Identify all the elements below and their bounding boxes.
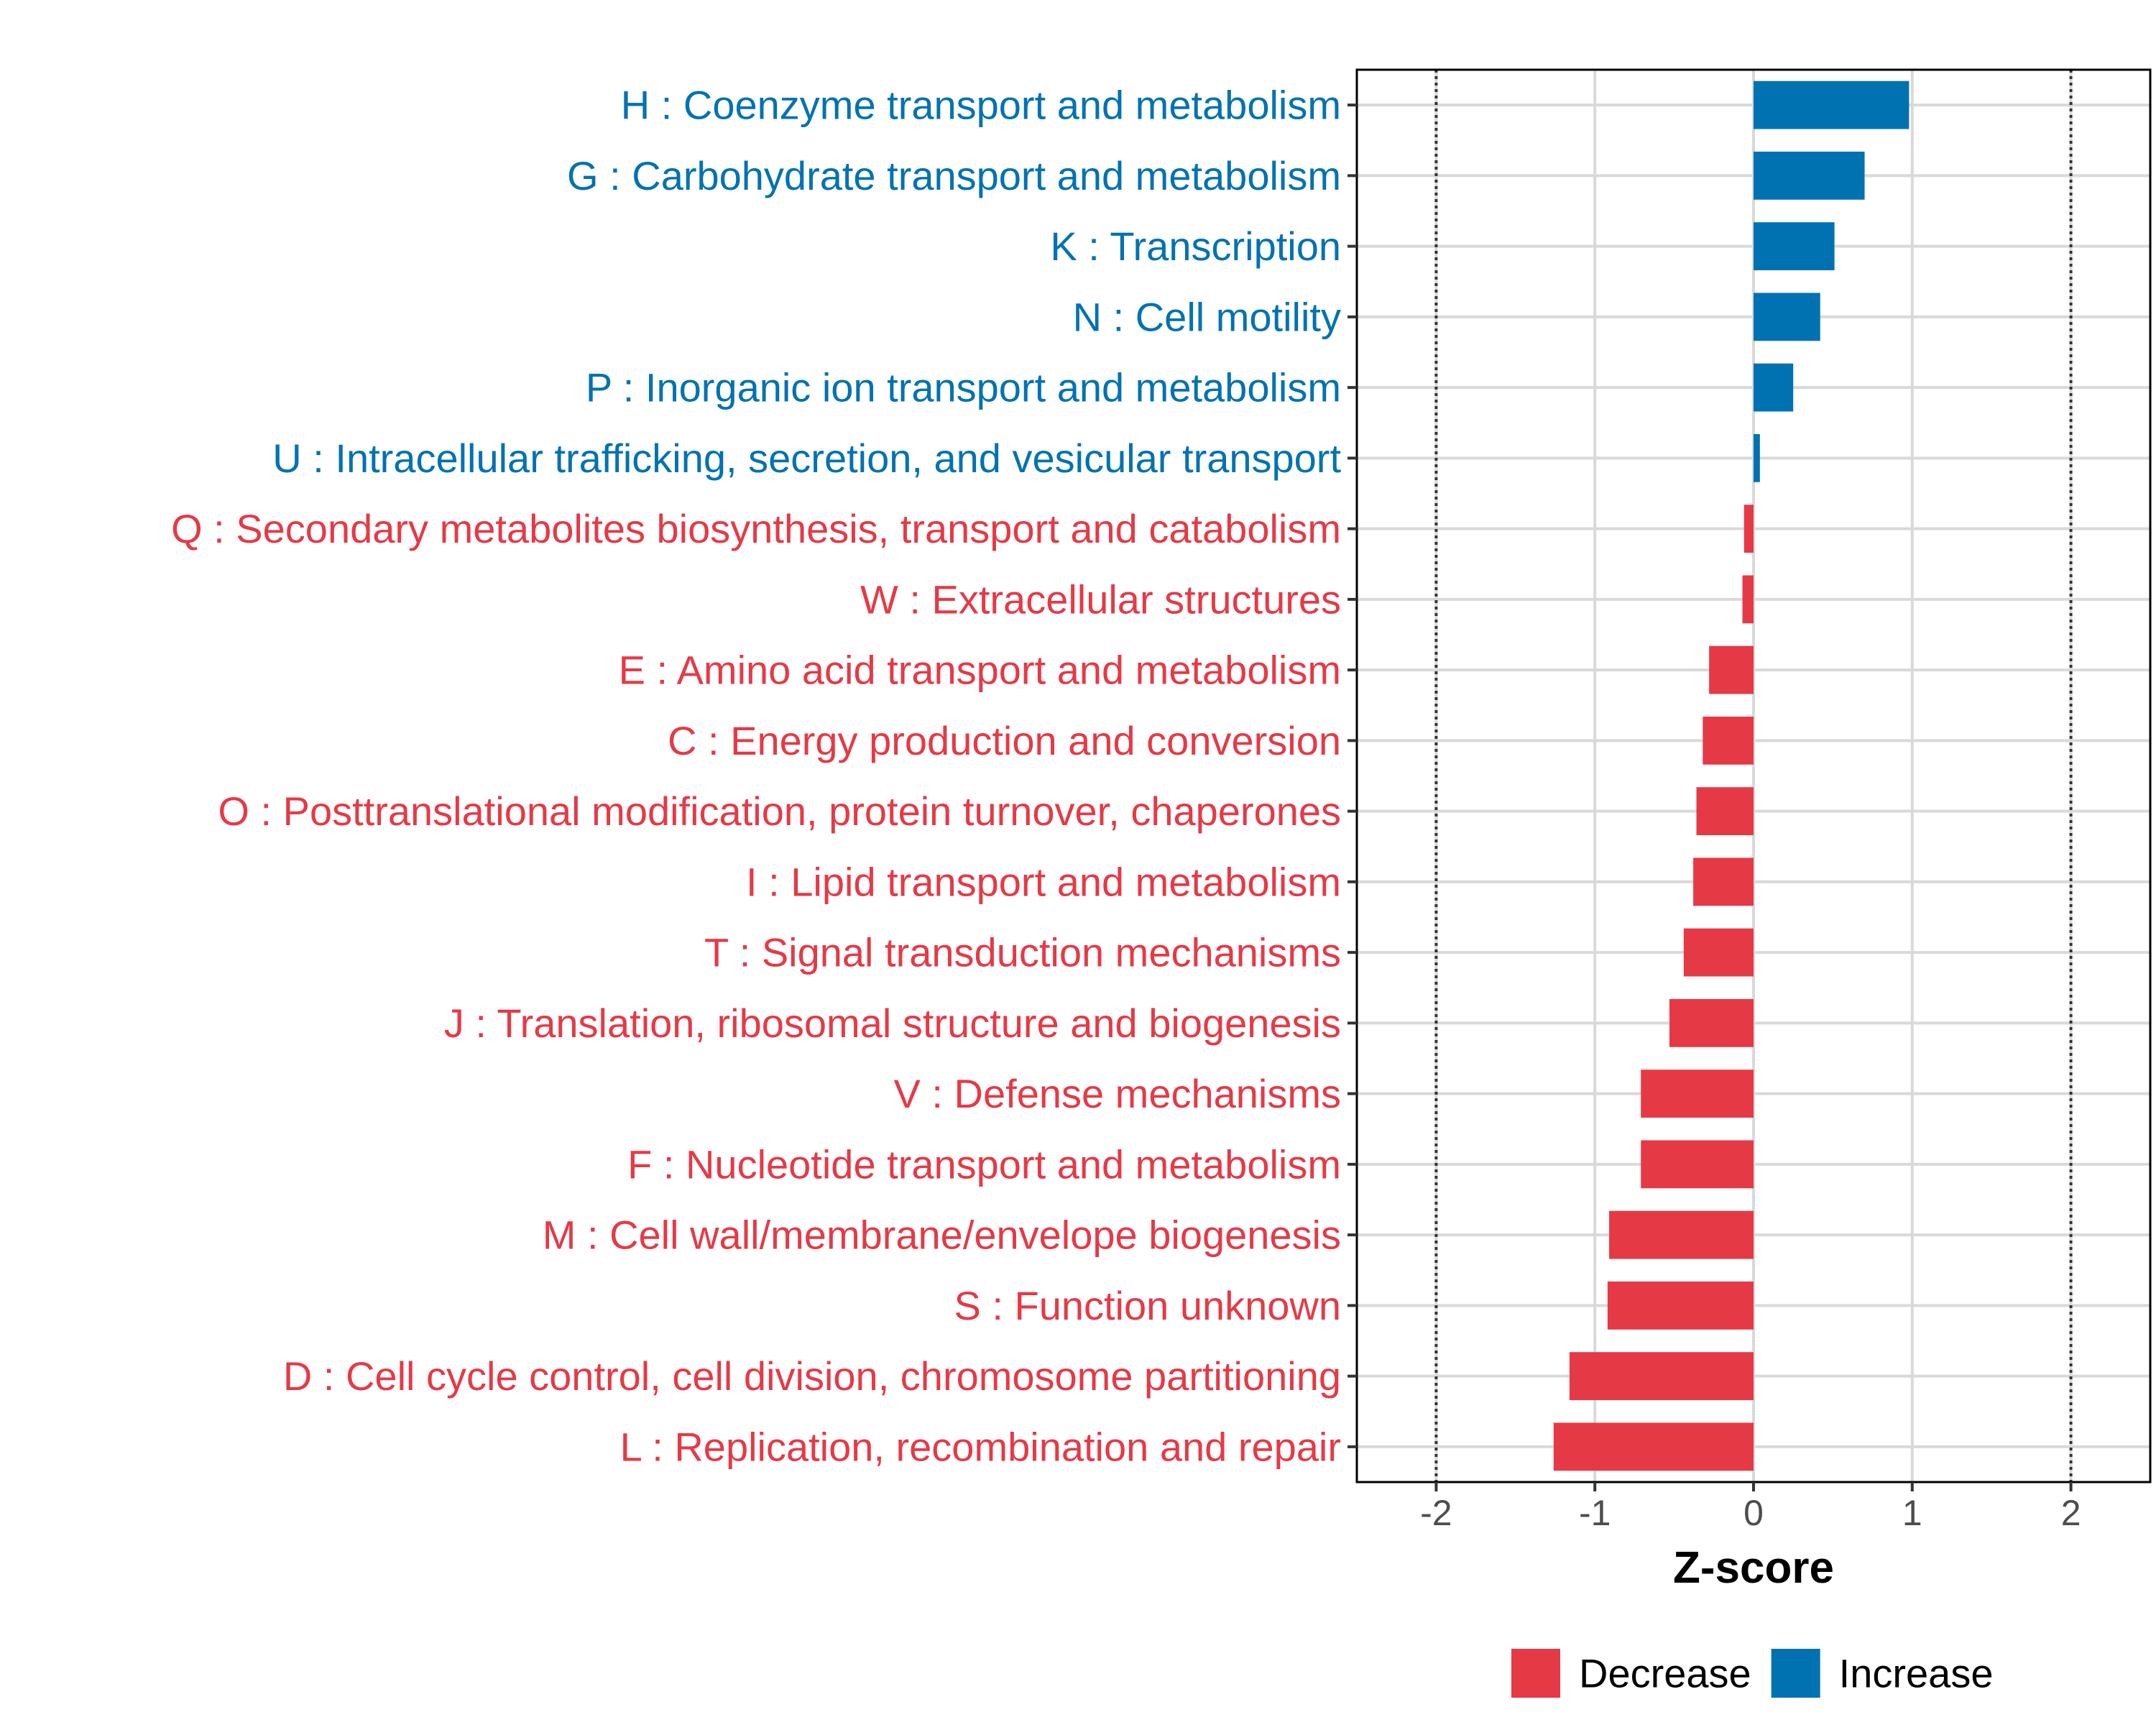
- category-label: P : Inorganic ion transport and metaboli…: [586, 365, 1341, 410]
- bar: [1709, 645, 1754, 694]
- bar: [1641, 1140, 1754, 1189]
- category-label: I : Lipid transport and metabolism: [746, 859, 1341, 904]
- category-label: C : Energy production and conversion: [668, 718, 1341, 763]
- bar: [1553, 1422, 1754, 1471]
- legend-label-decrease: Decrease: [1579, 1651, 1751, 1696]
- bar: [1669, 998, 1754, 1047]
- category-label: E : Amino acid transport and metabolism: [619, 648, 1341, 693]
- category-label: V : Defense mechanisms: [894, 1071, 1341, 1116]
- legend: Decrease Increase: [1511, 1649, 1993, 1698]
- bar: [1569, 1352, 1754, 1401]
- category-label: T : Signal transduction mechanisms: [704, 930, 1341, 975]
- x-axis: -2 -1 0 1 2: [1420, 1482, 2081, 1533]
- category-label: L : Replication, recombination and repai…: [620, 1424, 1341, 1469]
- category-label: H : Coenzyme transport and metabolism: [621, 83, 1341, 128]
- bar: [1641, 1070, 1754, 1118]
- category-label: D : Cell cycle control, cell division, c…: [283, 1353, 1341, 1399]
- category-label: F : Nucleotide transport and metabolism: [627, 1141, 1341, 1187]
- bar: [1683, 928, 1754, 977]
- bar: [1743, 505, 1754, 553]
- reference-lines: [1434, 70, 2073, 1482]
- bar: [1607, 1281, 1754, 1330]
- bars: [1553, 80, 1909, 1471]
- bar: [1754, 151, 1865, 200]
- bar: [1696, 787, 1754, 836]
- bar: [1703, 716, 1754, 765]
- category-label: O : Posttranslational modification, prot…: [218, 788, 1341, 834]
- category-label: S : Function unknown: [954, 1283, 1341, 1328]
- bar: [1754, 293, 1820, 341]
- x-axis-title: Z-score: [1673, 1543, 1834, 1593]
- bar: [1754, 222, 1835, 271]
- legend-label-increase: Increase: [1839, 1651, 1994, 1696]
- category-label: W : Extracellular structures: [860, 576, 1341, 622]
- bar: [1693, 857, 1754, 906]
- category-label: M : Cell wall/membrane/envelope biogenes…: [543, 1213, 1341, 1258]
- x-tick-label: -1: [1579, 1493, 1611, 1533]
- category-label: N : Cell motility: [1073, 294, 1341, 339]
- category-label: J : Translation, ribosomal structure and…: [444, 1000, 1341, 1046]
- legend-swatch-decrease: [1511, 1649, 1560, 1698]
- x-tick-label: -2: [1420, 1493, 1452, 1533]
- category-label: K : Transcription: [1050, 224, 1341, 269]
- bar: [1754, 433, 1760, 482]
- y-axis: H : Coenzyme transport and metabolism G :…: [171, 83, 1357, 1469]
- bar: [1754, 363, 1794, 412]
- x-tick-label: 0: [1743, 1493, 1764, 1533]
- bar: [1742, 575, 1754, 624]
- x-tick-label: 2: [2061, 1493, 2081, 1533]
- bar: [1754, 80, 1909, 129]
- category-label: Q : Secondary metabolites biosynthesis, …: [171, 506, 1341, 551]
- x-tick-label: 1: [1902, 1493, 1922, 1533]
- legend-swatch-increase: [1771, 1649, 1820, 1698]
- category-label: G : Carbohydrate transport and metabolis…: [567, 153, 1341, 198]
- category-label: U : Intracellular trafficking, secretion…: [272, 436, 1341, 481]
- bar: [1609, 1210, 1754, 1259]
